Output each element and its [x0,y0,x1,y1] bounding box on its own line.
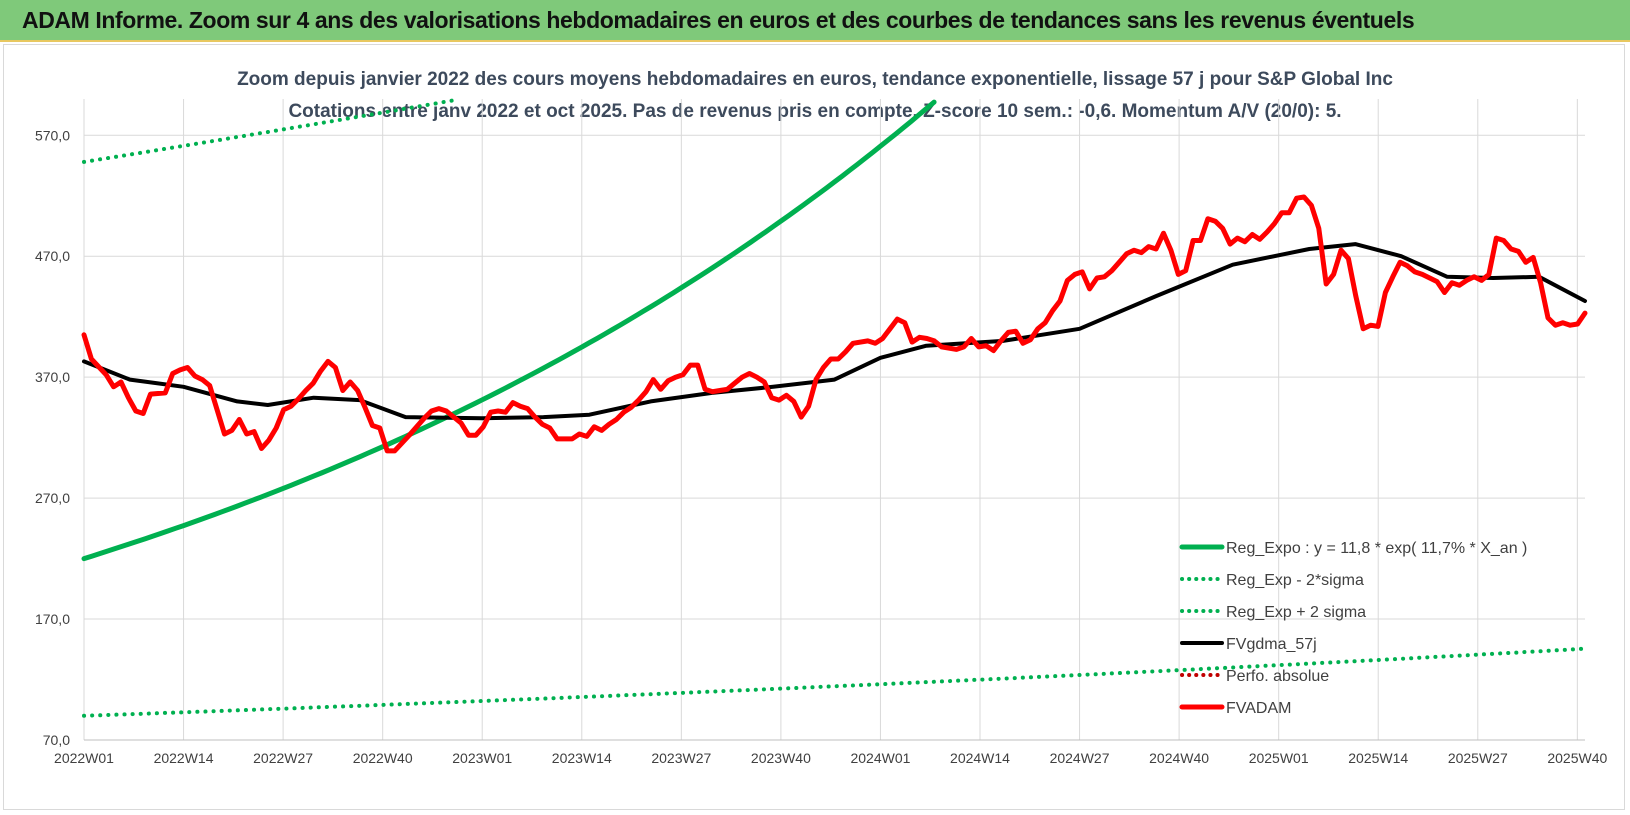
legend-label: FVADAM [1226,700,1291,717]
y-tick-label: 70,0 [43,732,70,748]
series [81,97,1588,718]
reg-expo-line [81,99,937,562]
fvgdma-57j-line [82,242,1587,421]
x-tick-label: 2023W14 [552,750,612,766]
legend-label: Perfo. absolue [1226,668,1329,685]
legend-label: Reg_Expo : y = 11,8 * exp( 11,7% * X_an … [1226,540,1527,557]
y-tick-label: 570,0 [35,127,70,143]
y-tick-label: 170,0 [35,611,70,627]
reg-plus-2sigma-line [82,97,462,164]
x-tick-label: 2022W27 [253,750,313,766]
reg-minus-2sigma-line [82,646,1587,718]
x-tick-label: 2023W40 [751,750,811,766]
x-tick-label: 2024W14 [950,750,1010,766]
x-tick-label: 2024W01 [850,750,910,766]
report-title: ADAM Informe. Zoom sur 4 ans des valoris… [22,7,1415,33]
x-tick-label: 2022W01 [54,750,114,766]
y-tick-label: 470,0 [35,248,70,264]
chart-title-line1: Zoom depuis janvier 2022 des cours moyen… [237,69,1393,90]
chart-frame [3,44,1625,810]
x-tick-label: 2024W27 [1050,750,1110,766]
fvadam-line [81,194,1588,454]
x-tick-label: 2025W14 [1348,750,1408,766]
grid [83,99,1585,741]
axis-ticks: 70,0 170,0 270,0 370,0 470,0 570,0 2022W01 2022… [35,127,1608,766]
x-tick-label: 2022W40 [353,750,413,766]
y-tick-label: 270,0 [35,490,70,506]
chart-title-line2: Cotations entre janv 2022 et oct 2025. P… [288,101,1341,122]
x-tick-label: 2024W40 [1149,750,1209,766]
x-tick-label: 2025W01 [1249,750,1309,766]
y-tick-label: 370,0 [35,369,70,385]
legend-label: FVgdma_57j [1226,636,1317,653]
x-tick-label: 2022W14 [154,750,214,766]
legend: Reg_Expo : y = 11,8 * exp( 11,7% * X_an … [1179,540,1527,717]
title-banner: ADAM Informe. Zoom sur 4 ans des valoris… [0,0,1630,42]
x-tick-label: 2023W27 [651,750,711,766]
x-tick-label: 2025W27 [1448,750,1508,766]
x-tick-label: 2025W40 [1547,750,1607,766]
x-tick-label: 2023W01 [452,750,512,766]
legend-label: Reg_Exp - 2*sigma [1226,572,1364,589]
legend-label: Reg_Exp + 2 sigma [1226,604,1366,621]
